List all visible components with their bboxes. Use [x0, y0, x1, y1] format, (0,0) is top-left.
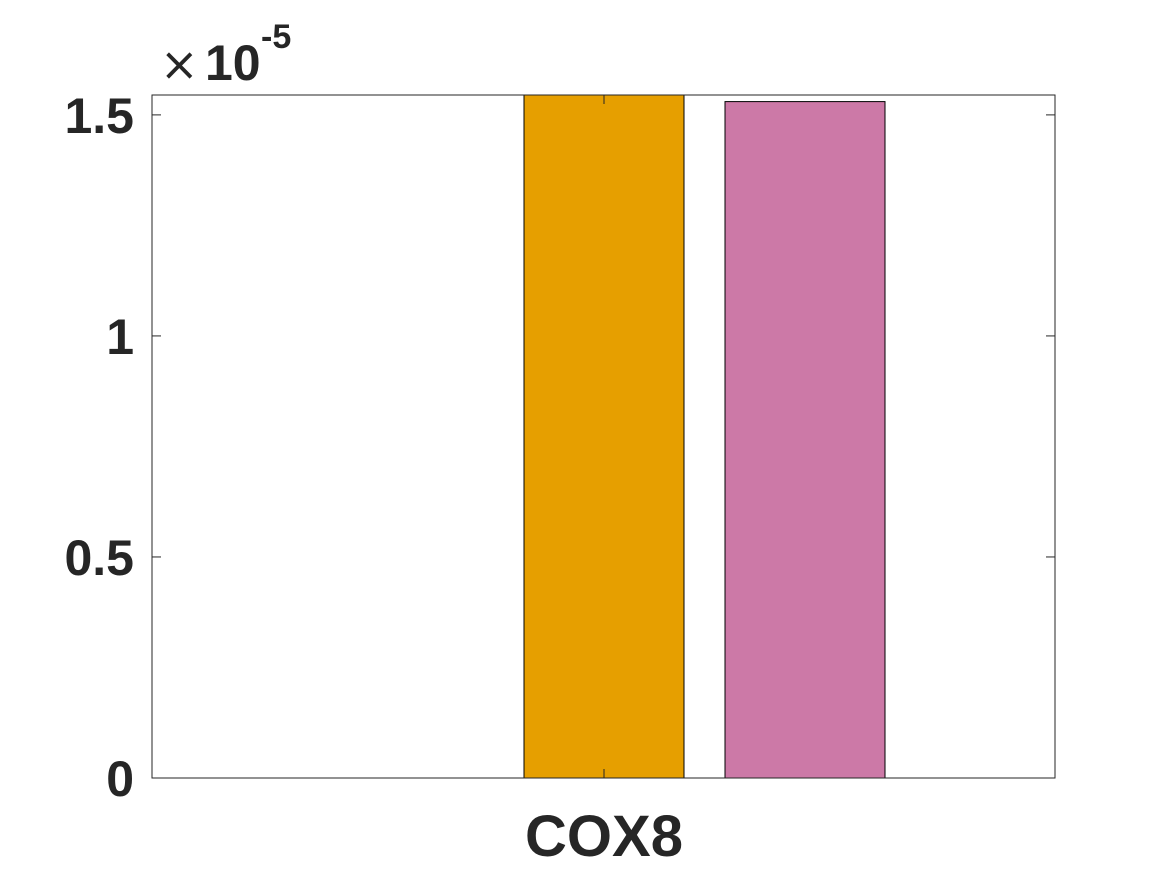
y-tick-label: 1.5: [64, 88, 134, 144]
exponent-times-symbol: ×: [160, 37, 199, 91]
bar-series-3: [724, 101, 886, 779]
y-axis-exponent: × 10 -5: [160, 18, 291, 91]
y-tick-label: 0.5: [64, 530, 134, 586]
y-tick-label: 0: [106, 751, 134, 807]
exponent-base: 10: [205, 35, 261, 91]
bar-series-2: [523, 94, 685, 779]
x-category-label: COX8: [525, 804, 683, 869]
y-tick-label: 1: [106, 309, 134, 365]
bars-group: [523, 94, 886, 779]
exponent-power: -5: [261, 18, 291, 56]
y-ticks-group: 0 0.5 1 1.5: [64, 88, 1055, 807]
x-ticks-group: COX8: [525, 95, 683, 869]
